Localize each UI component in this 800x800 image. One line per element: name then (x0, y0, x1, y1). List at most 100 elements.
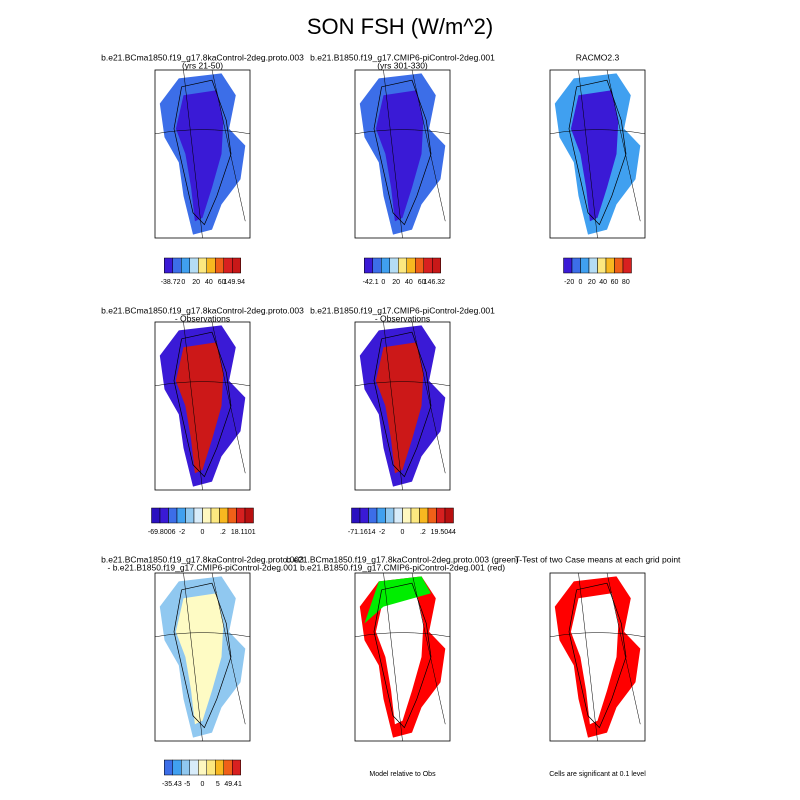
colorbar-label: -35.43 (162, 781, 182, 788)
colorbar-label: 0 (201, 529, 205, 536)
colorbar-box (189, 759, 199, 776)
colorbar-label: 40 (405, 279, 413, 286)
coastline (173, 582, 232, 729)
colorbar-label: 20 (192, 279, 200, 286)
panel-title: - Observations (175, 313, 230, 323)
colorbar-box (172, 257, 182, 274)
colorbar-label: 149.94 (224, 279, 246, 286)
colorbar-label: 0 (181, 279, 185, 286)
colorbar-box (210, 507, 220, 524)
panel-note: Cells are significant at 0.1 level (549, 771, 646, 778)
colorbar-label: 60 (611, 279, 619, 286)
map-region-inner (375, 90, 424, 222)
graticule (154, 321, 251, 491)
colorbar-box (223, 257, 233, 274)
colorbar-box (206, 759, 216, 776)
colorbar-box (232, 759, 241, 776)
colorbar-box (372, 257, 382, 274)
map (154, 321, 251, 491)
colorbar-box (172, 759, 182, 776)
panel-title: b.e21.BCma1850.f19_g17.8kaControl-2deg.p… (101, 305, 304, 315)
panel-title: b.e21.BCma1850.f19_g17.8kaControl-2deg.p… (101, 554, 304, 564)
coastline (568, 582, 627, 729)
colorbar-label: 49.41 (224, 781, 242, 788)
panel-title: T-Test of two Case means at each grid po… (515, 554, 681, 564)
colorbar-label: -42.1 (363, 279, 379, 286)
coastline (568, 79, 627, 226)
colorbar-box (215, 257, 224, 274)
colorbar-box (605, 257, 615, 274)
colorbar-box (419, 507, 429, 524)
colorbar-label: -5 (184, 781, 190, 788)
colorbar-label: -20 (564, 279, 574, 286)
colorbar-box (185, 507, 195, 524)
colorbar-box (193, 507, 203, 524)
colorbar-box (198, 759, 207, 776)
map (154, 572, 251, 742)
colorbar-label: 60 (418, 279, 426, 286)
panel-title: (yrs 21-50) (182, 60, 223, 70)
colorbar-box (406, 257, 416, 274)
map-region-inner (570, 90, 619, 222)
map-region-inner (175, 342, 224, 474)
colorbar-label: -69.8006 (148, 529, 176, 536)
colorbar-label: 60 (218, 279, 226, 286)
graticule (354, 572, 451, 742)
colorbar-box (215, 759, 224, 776)
graticule (154, 69, 251, 239)
colorbar-box (580, 257, 590, 274)
graticule (354, 321, 451, 491)
colorbar-box (223, 759, 233, 776)
colorbar-box (168, 507, 178, 524)
panel-note: Model relative to Obs (369, 771, 436, 778)
panel-title: - Observations (375, 313, 430, 323)
colorbar-label: -2 (179, 529, 185, 536)
map (354, 321, 451, 491)
colorbar-box (385, 507, 395, 524)
colorbar-label: 19.5044 (431, 529, 456, 536)
colorbar-box (151, 507, 161, 524)
colorbar-label: 0 (401, 529, 405, 536)
colorbar-box (415, 257, 424, 274)
map-region-inner (570, 593, 619, 725)
colorbar-box (571, 257, 581, 274)
figure-title: SON FSH (W/m^2) (307, 14, 493, 39)
colorbar-box (189, 257, 199, 274)
coastline (373, 331, 432, 478)
graticule (154, 572, 251, 742)
map-region-inner (375, 342, 424, 474)
colorbar-box (181, 257, 190, 274)
colorbar-box (198, 257, 207, 274)
coastline (173, 331, 232, 478)
map-region-inner (375, 593, 424, 725)
graticule (549, 572, 646, 742)
colorbar-label: 80 (622, 279, 630, 286)
colorbar-box (236, 507, 246, 524)
colorbar-box (389, 257, 399, 274)
colorbar-box (444, 507, 454, 524)
panel-title: b.e21.B1850.f19_g17.CMIP6-piControl-2deg… (300, 562, 505, 572)
map (549, 572, 646, 742)
panel-title: b.e21.BCma1850.f19_g17.8kaControl-2deg.p… (101, 52, 304, 62)
colorbar-label: -38.72 (161, 279, 181, 286)
map-region-green (364, 576, 431, 624)
colorbar-label: 18.1101 (231, 529, 256, 536)
coastline (173, 79, 232, 226)
colorbar-box (227, 507, 237, 524)
colorbar-box (181, 759, 190, 776)
colorbar-box (427, 507, 437, 524)
coastline (373, 79, 432, 226)
colorbar-label: 0 (201, 781, 205, 788)
colorbar-box (597, 257, 607, 274)
colorbar-box (376, 507, 386, 524)
colorbar-label: 146.32 (424, 279, 446, 286)
colorbar-box (232, 257, 241, 274)
colorbar-box (368, 507, 378, 524)
colorbar-box (614, 257, 624, 274)
colorbar-label: 5 (216, 781, 220, 788)
colorbar-box (423, 257, 433, 274)
colorbar-label: 0 (381, 279, 385, 286)
colorbar-box (393, 507, 403, 524)
colorbar-label: -71.1614 (348, 529, 376, 536)
